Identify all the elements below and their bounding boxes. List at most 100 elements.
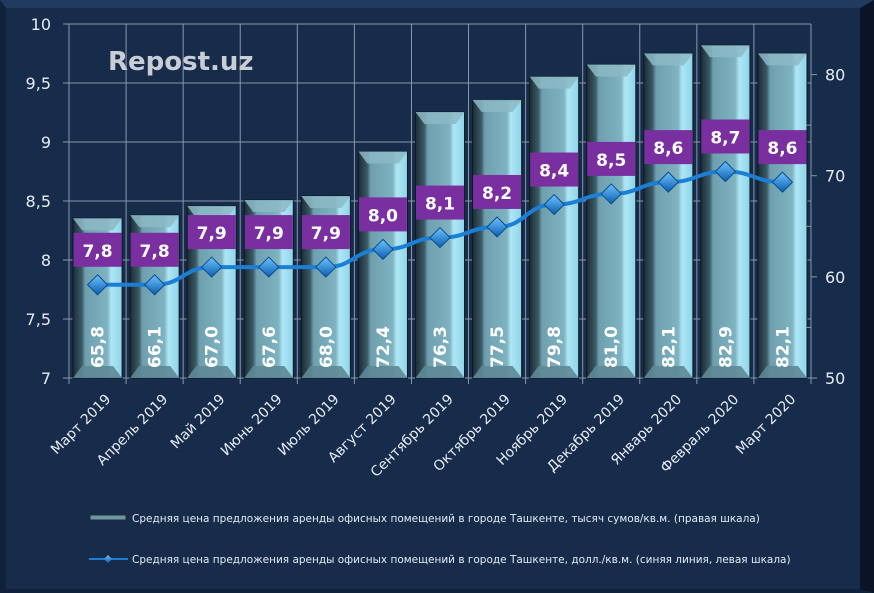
bar-value-label: 82,1 [659,326,679,368]
line-series: 7,8 7,8 7,9 7,9 7,9 8,0 8,1 8,2 8,4 8,5 8,6 8,7 8,6 [73,119,807,296]
bar-value-label: 65,8 [89,326,109,368]
bar-bevel-bottom [244,366,294,378]
legend-label-line: Средняя цена предложения аренды офисных … [132,554,791,566]
diamond-marker [771,171,794,193]
line-value-label-box [244,215,293,250]
bar-body [643,52,694,379]
line-value-label-box [530,152,579,187]
bar-body [529,76,580,379]
bar-value-label: 82,1 [773,326,793,368]
line-point: 7,8 [73,232,122,296]
bar-bevel-bottom [301,366,351,378]
line-value-label-box [301,215,350,250]
left-axis-tick-label: 8,5 [26,192,51,211]
line-point: 7,9 [301,215,350,278]
bar-value-label: 76,3 [431,326,451,368]
bar-bevel-top [187,206,237,219]
diamond-marker [657,171,680,193]
legend: Средняя цена предложения аренды офисных … [89,513,791,566]
line-point: 8,7 [701,119,750,183]
bar: 72,4 [357,150,408,379]
bar-bevel-bottom [700,366,750,378]
line-point: 7,8 [130,232,179,296]
bar-body [700,44,751,379]
right-axis-tick-label: 60 [825,268,845,287]
bar-bevel-top [244,199,294,212]
line-value-label-box [644,130,693,165]
bar-body [757,52,808,379]
category-label: Март 2020 [733,392,799,458]
bar-bevel-top [358,151,408,164]
line-value-label-box [73,232,122,267]
bar-bevel-top [130,215,180,228]
bar-value-label: 77,5 [488,326,508,368]
left-axis-tick-label: 10 [31,15,51,34]
right-axis-tick-label: 70 [825,167,845,186]
bar-value-label: 79,8 [545,326,565,368]
line-value-label-box [701,119,750,154]
diamond-marker [486,216,508,238]
bar-body [586,63,637,379]
diamond-marker [429,226,451,249]
line-value-label: 7,8 [82,242,112,262]
line-value-label-box [587,141,636,176]
bar: 77,5 [472,99,523,379]
line-point: 7,9 [244,215,293,278]
line-value-label-box [130,232,179,267]
bar: 82,9 [700,44,751,379]
bar: 79,8 [529,76,580,379]
bar-bevel-bottom [643,366,693,378]
line-value-label: 8,5 [596,151,626,171]
line-value-label-box [473,174,522,209]
bar-value-label: 81,0 [602,326,622,368]
right-axis-tick-label: 50 [825,369,845,388]
bar-bevel-top [757,53,808,66]
bar-value-label: 67,6 [260,326,280,368]
diamond-marker [372,238,394,261]
bar-bevel-bottom [586,366,636,378]
bar: 82,1 [643,52,694,379]
line-point: 8,4 [530,152,579,216]
diamond-marker [258,256,280,278]
bar-value-label: 66,1 [146,326,166,368]
bar-value-label: 82,9 [716,326,736,368]
bar-bevel-top [643,53,693,66]
line-value-label: 7,9 [311,224,341,244]
line-value-label: 8,6 [653,139,683,159]
left-axis-tick-label: 7 [41,369,51,388]
diamond-marker [600,183,622,205]
legend-item-bar: Средняя цена предложения аренды офисных … [89,513,760,525]
left-axis-tick-label: 8 [41,251,51,270]
line-value-label: 8,2 [482,184,512,204]
line-value-label: 8,0 [368,206,398,226]
line-point: 8,5 [587,141,636,205]
bar-value-label: 72,4 [374,326,394,368]
line-point: 8,1 [416,185,464,249]
line-value-label: 8,4 [539,162,569,182]
bar-body [472,99,523,379]
line-value-label: 7,9 [254,224,284,244]
bar-bevel-top [586,64,636,77]
bar-bevel-top [472,99,522,112]
bar-bevel-bottom [72,366,123,378]
bar-series: 65,8 66,1 67,0 67,6 68,0 72,4 76,3 77,5 79,8 81,0… [72,44,808,379]
left-axis-tick-label: 9,5 [26,74,51,93]
bar-bevel-bottom [415,366,465,378]
line-point: 8,6 [644,130,693,193]
left-axis-tick-label: 7,5 [26,310,51,329]
line-value-label: 7,9 [197,224,227,244]
category-label: Май 2019 [168,392,229,453]
diamond-marker [543,193,565,216]
bar-value-label: 68,0 [317,326,337,368]
line-value-label-box [358,197,407,232]
diamond-marker [315,256,337,278]
bar: 82,1 [757,52,808,379]
left-axis-tick-label: 9 [41,133,51,152]
bar-bevel-bottom [472,366,522,378]
bar-bevel-bottom [529,366,579,378]
line-value-label-box [416,185,464,220]
watermark: Repost.uz [108,47,254,77]
diamond-marker [143,274,166,296]
line-point: 7,9 [187,215,236,278]
